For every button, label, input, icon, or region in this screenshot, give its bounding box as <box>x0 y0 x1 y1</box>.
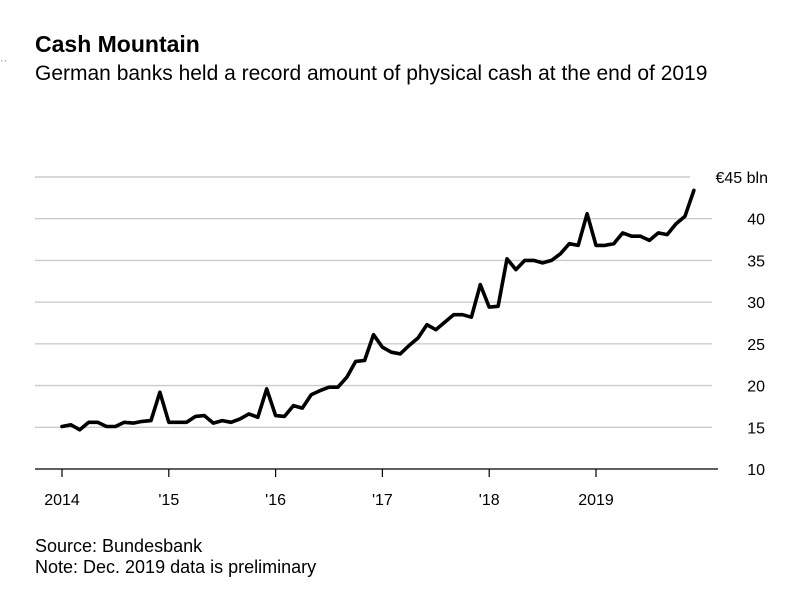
y-tick-label: €45 bln <box>716 170 769 187</box>
y-tick-label: 40 <box>747 212 765 229</box>
x-tick-label: '15 <box>158 492 179 509</box>
y-tick-label: 15 <box>747 420 765 437</box>
y-tick-label: 25 <box>747 337 765 354</box>
y-tick-label: 10 <box>747 462 765 479</box>
chart-subtitle: German banks held a record amount of phy… <box>35 62 708 85</box>
chart-title: Cash Mountain <box>35 31 200 57</box>
series-line-group <box>60 188 696 432</box>
x-tick-label: '17 <box>372 492 393 509</box>
x-axis: 2014 '15 '16 '17 '18 2019 <box>35 468 718 509</box>
grid-lines <box>35 176 712 428</box>
corner-mark: ·· <box>0 55 8 67</box>
x-tick-label: 2019 <box>578 492 614 509</box>
y-tick-label: 30 <box>747 295 765 312</box>
y-tick-label: 20 <box>747 379 765 396</box>
source-note: Source: Bundesbank <box>35 536 203 556</box>
y-tick-label: 35 <box>747 253 765 270</box>
data-note: Note: Dec. 2019 data is preliminary <box>35 557 317 577</box>
x-tick-label: '18 <box>479 492 500 509</box>
x-tick-label: '16 <box>265 492 286 509</box>
x-tick-label: 2014 <box>44 492 80 509</box>
y-axis-labels: 10 15 20 25 30 35 40 €45 bln <box>716 170 769 479</box>
series-line <box>60 188 696 432</box>
